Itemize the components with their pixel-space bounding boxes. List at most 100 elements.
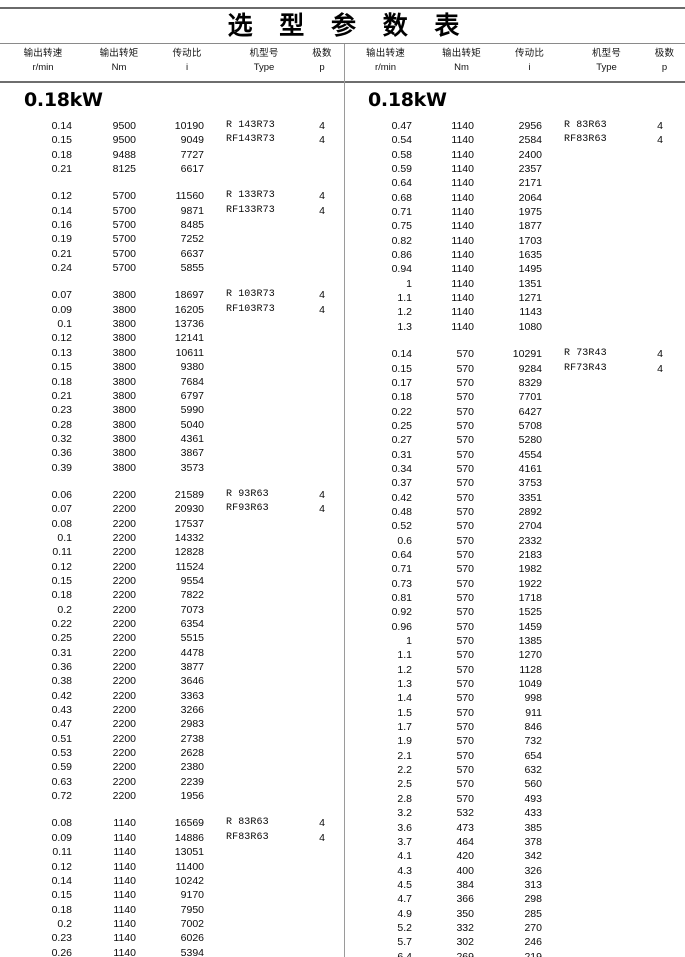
cell-type bbox=[222, 860, 306, 874]
cell-poles bbox=[306, 789, 338, 803]
cell-ratio: 2380 bbox=[180, 761, 204, 774]
cell-poles bbox=[644, 448, 676, 462]
cell-ratio: 9871 bbox=[180, 204, 204, 217]
cell-output-speed: 0.75 bbox=[391, 220, 412, 233]
cell-type: R 103R73 bbox=[226, 289, 275, 301]
cell-output-speed: 4.1 bbox=[397, 850, 412, 863]
cell-output-speed: 0.25 bbox=[51, 632, 72, 645]
cell-poles bbox=[306, 588, 338, 602]
cell-ratio: 998 bbox=[524, 692, 542, 705]
cell-output-torque: 570 bbox=[456, 563, 474, 576]
cell-type bbox=[560, 548, 644, 562]
cell-poles bbox=[306, 775, 338, 789]
cell-poles bbox=[306, 162, 338, 176]
cell-type: RF103R73 bbox=[226, 303, 275, 315]
model-block: 0.06 2200 21589 R 93R63 4 0.07 2200 20930 RF93R6… bbox=[0, 488, 344, 804]
cell-ratio: 1080 bbox=[518, 320, 542, 333]
cell-type bbox=[560, 433, 644, 447]
cell-output-speed: 1.3 bbox=[397, 320, 412, 333]
cell-type bbox=[222, 331, 306, 345]
cell-type bbox=[560, 935, 644, 949]
column-header-label-cn: 输出转矩 bbox=[99, 48, 139, 59]
cell-ratio: 270 bbox=[524, 921, 542, 934]
cell-output-speed: 0.63 bbox=[51, 775, 72, 788]
table-row: 5.7 302 246 bbox=[344, 935, 685, 949]
cell-type bbox=[560, 677, 644, 691]
cell-output-speed: 0.07 bbox=[51, 503, 72, 516]
cell-output-torque: 269 bbox=[456, 950, 474, 957]
cell-poles bbox=[306, 432, 338, 446]
table-row: 4.3 400 326 bbox=[344, 864, 685, 878]
title-underline-rule bbox=[0, 43, 685, 44]
cell-output-torque: 532 bbox=[456, 807, 474, 820]
cell-poles bbox=[644, 405, 676, 419]
cell-type bbox=[222, 603, 306, 617]
cell-type: R 73R43 bbox=[564, 348, 607, 360]
table-row: 1 1140 1351 bbox=[344, 277, 685, 291]
cell-poles bbox=[644, 390, 676, 404]
cell-output-torque: 3800 bbox=[112, 389, 136, 402]
cell-poles bbox=[306, 560, 338, 574]
cell-poles bbox=[644, 720, 676, 734]
table-row: 0.94 1140 1495 bbox=[344, 262, 685, 276]
cell-output-torque: 3800 bbox=[112, 461, 136, 474]
cell-output-speed: 0.37 bbox=[391, 477, 412, 490]
cell-output-torque: 2200 bbox=[112, 531, 136, 544]
cell-output-speed: 0.71 bbox=[391, 206, 412, 219]
cell-output-speed: 0.96 bbox=[391, 620, 412, 633]
cell-ratio: 16205 bbox=[174, 303, 204, 316]
table-row: 0.63 2200 2239 bbox=[0, 775, 344, 789]
cell-type bbox=[560, 448, 644, 462]
cell-type bbox=[560, 419, 644, 433]
cell-type bbox=[560, 305, 644, 319]
table-row: 0.15 9500 9049 RF143R73 4 bbox=[0, 133, 344, 147]
power-label-left: 0.18kW bbox=[24, 89, 103, 111]
cell-ratio: 10611 bbox=[175, 346, 204, 359]
cell-output-torque: 5700 bbox=[112, 233, 136, 246]
cell-poles bbox=[306, 717, 338, 731]
cell-output-torque: 1140 bbox=[451, 206, 474, 219]
cell-output-torque: 1140 bbox=[113, 831, 136, 844]
cell-poles: 4 bbox=[319, 204, 325, 217]
cell-output-speed: 0.22 bbox=[51, 618, 72, 630]
cell-poles bbox=[644, 806, 676, 820]
cell-output-torque: 1140 bbox=[451, 263, 474, 276]
top-border-rule bbox=[0, 7, 685, 9]
cell-poles bbox=[306, 446, 338, 460]
cell-type bbox=[560, 950, 644, 957]
cell-output-torque: 5700 bbox=[112, 247, 136, 260]
table-row: 0.15 1140 9170 bbox=[0, 888, 344, 902]
table-row: 0.43 2200 3266 bbox=[0, 703, 344, 717]
cell-ratio: 12141 bbox=[174, 332, 204, 345]
cell-output-speed: 0.23 bbox=[51, 404, 72, 417]
cell-output-torque: 3800 bbox=[112, 404, 136, 417]
cell-type bbox=[222, 917, 306, 931]
cell-poles bbox=[644, 433, 676, 447]
cell-output-speed: 0.47 bbox=[51, 718, 72, 731]
cell-output-speed: 1.1 bbox=[397, 649, 412, 662]
cell-output-torque: 1140 bbox=[451, 120, 474, 132]
cell-ratio: 5040 bbox=[180, 418, 204, 431]
cell-type bbox=[222, 631, 306, 645]
cell-ratio: 8485 bbox=[180, 219, 204, 232]
cell-output-speed: 0.19 bbox=[51, 233, 72, 246]
cell-poles bbox=[644, 849, 676, 863]
cell-type bbox=[560, 176, 644, 190]
column-header-label-cn: 极数 bbox=[654, 48, 675, 59]
table-row: 0.64 1140 2171 bbox=[344, 176, 685, 190]
table-row: 0.21 5700 6637 bbox=[0, 247, 344, 261]
cell-output-speed: 0.18 bbox=[51, 375, 72, 388]
header-underline-rule bbox=[0, 81, 685, 83]
column-header-label-unit: Nm bbox=[111, 62, 127, 73]
cell-type bbox=[560, 505, 644, 519]
cell-output-speed: 4.3 bbox=[397, 864, 412, 877]
cell-type bbox=[560, 605, 644, 619]
column-header-label-unit: Type bbox=[596, 62, 617, 73]
cell-output-torque: 570 bbox=[456, 606, 474, 619]
table-row: 0.39 3800 3573 bbox=[0, 461, 344, 475]
cell-poles bbox=[306, 232, 338, 246]
cell-type bbox=[560, 534, 644, 548]
cell-poles bbox=[306, 917, 338, 931]
table-row: 0.1 2200 14332 bbox=[0, 531, 344, 545]
cell-type bbox=[222, 261, 306, 275]
